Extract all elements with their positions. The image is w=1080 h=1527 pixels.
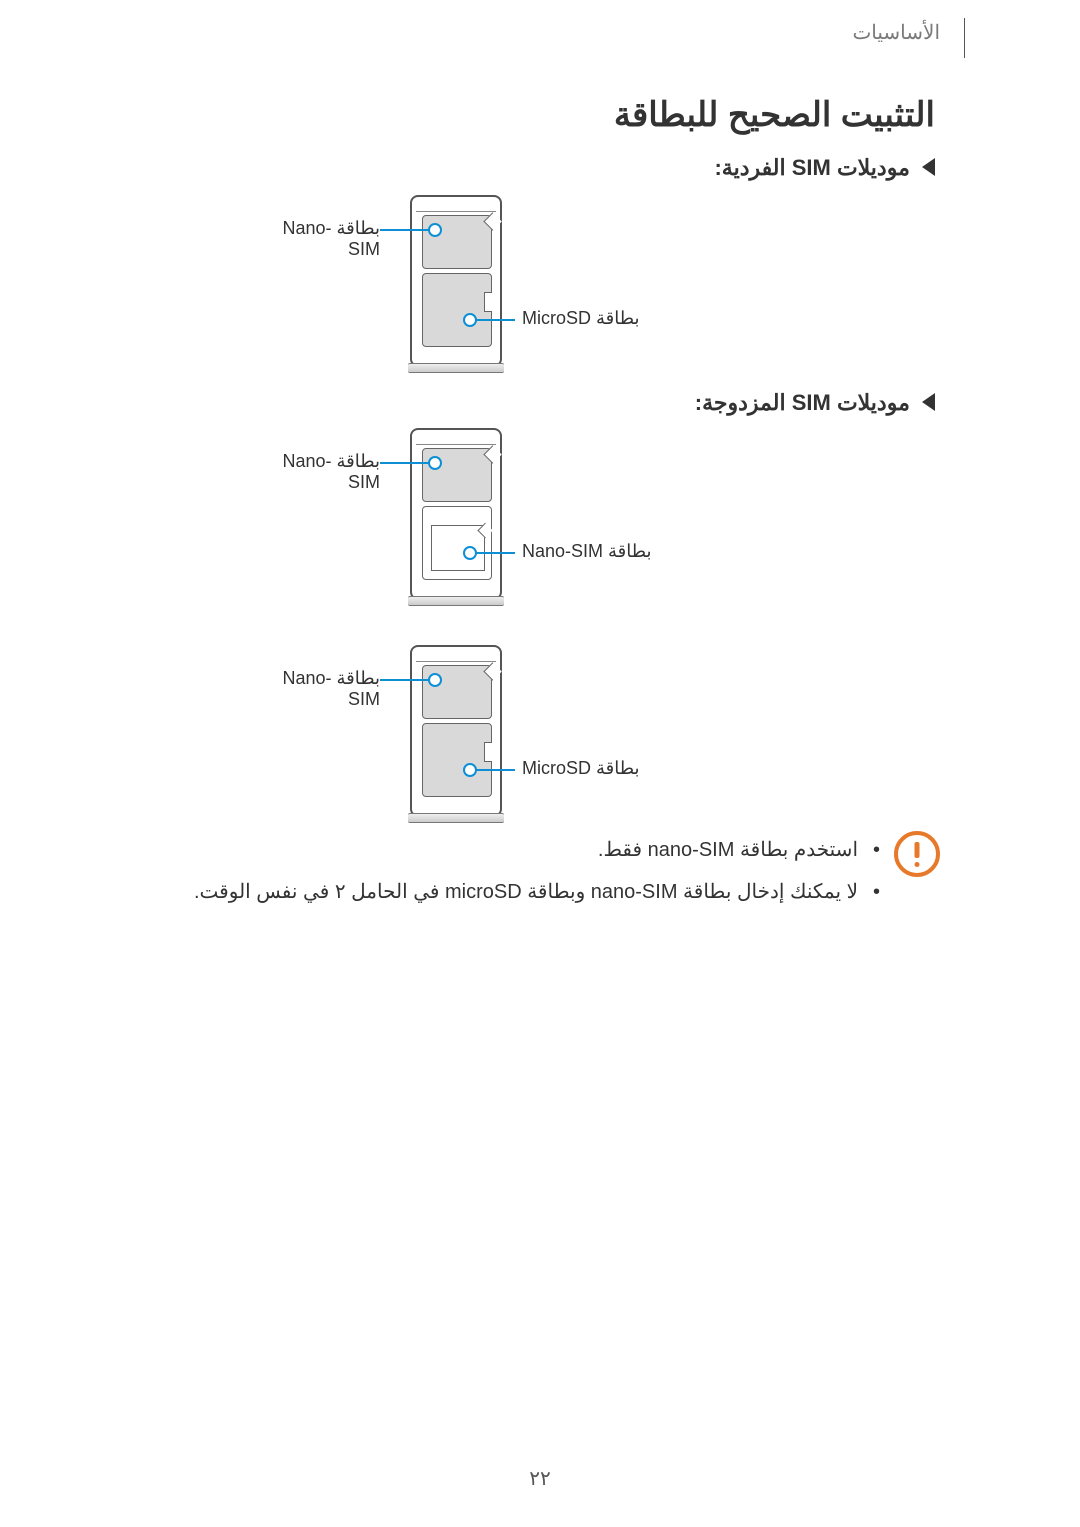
tray-top-bar — [416, 436, 496, 445]
header-divider — [964, 18, 965, 58]
warning-icon — [894, 831, 940, 877]
subtitle-dual-sim-text: موديلات SIM المزدوجة: — [695, 390, 910, 415]
tray-bottom-lip — [408, 596, 504, 606]
tray-outline — [410, 428, 502, 600]
label-microsd: بطاقة MicroSD — [522, 308, 640, 329]
tray-top-bar — [416, 203, 496, 212]
label-nano-sim: بطاقة Nano-SIM — [260, 668, 380, 710]
page-title: التثبيت الصحيح للبطاقة — [614, 95, 935, 135]
label-nano-sim: بطاقة Nano-SIM — [522, 541, 652, 562]
slot-microsd — [422, 723, 492, 797]
warning-item: لا يمكنك إدخال بطاقة nano-SIM وبطاقة mic… — [150, 877, 880, 907]
tray-bottom-lip — [408, 813, 504, 823]
header-section-label: الأساسيات — [852, 20, 940, 45]
pointer-line — [380, 462, 435, 464]
pointer-line — [470, 319, 515, 321]
tray-bottom-lip — [408, 363, 504, 373]
tray-outline — [410, 195, 502, 367]
tray-outline — [410, 645, 502, 817]
label-nano-sim: بطاقة Nano-SIM — [260, 451, 380, 493]
pointer-line — [470, 552, 515, 554]
sim-tray-single — [410, 195, 500, 363]
pointer-line — [380, 679, 435, 681]
label-nano-sim: بطاقة Nano-SIM — [260, 218, 380, 260]
slot-microsd — [422, 273, 492, 347]
sim-tray-dual-sd — [410, 645, 500, 813]
subtitle-dual-sim: موديلات SIM المزدوجة: — [695, 390, 935, 416]
label-microsd: بطاقة MicroSD — [522, 758, 640, 779]
warning-list: استخدم بطاقة nano-SIM فقط. لا يمكنك إدخا… — [150, 835, 880, 919]
triangle-icon — [922, 393, 935, 411]
subtitle-single-sim: موديلات SIM الفردية: — [714, 155, 935, 181]
pointer-line — [470, 769, 515, 771]
subtitle-single-sim-text: موديلات SIM الفردية: — [714, 155, 909, 180]
sim-tray-dual-nano — [410, 428, 500, 596]
pointer-line — [380, 229, 435, 231]
slot-nano-sim-2 — [422, 506, 492, 580]
page: الأساسيات التثبيت الصحيح للبطاقة موديلات… — [0, 0, 1080, 1527]
triangle-icon — [922, 158, 935, 176]
tray-top-bar — [416, 653, 496, 662]
page-number: ٢٢ — [0, 1466, 1080, 1491]
warning-item: استخدم بطاقة nano-SIM فقط. — [150, 835, 880, 865]
